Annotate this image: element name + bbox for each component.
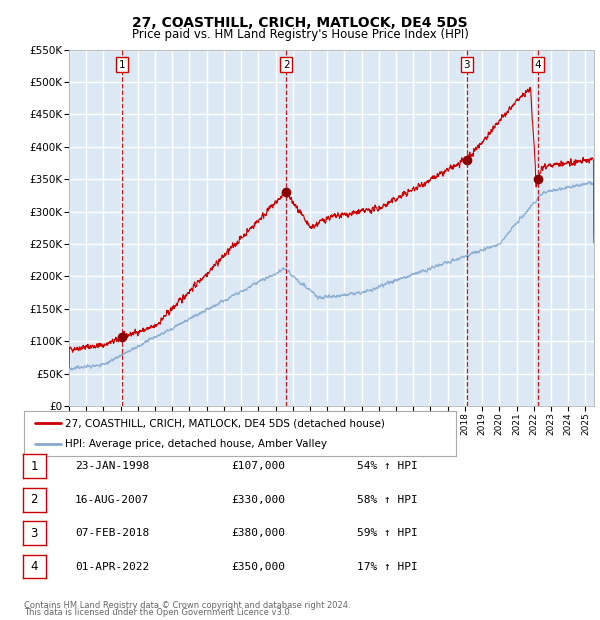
Text: 2: 2 <box>283 60 290 69</box>
Text: 1: 1 <box>31 460 38 472</box>
Text: 1: 1 <box>119 60 125 69</box>
Text: 2: 2 <box>31 494 38 506</box>
Text: £330,000: £330,000 <box>231 495 285 505</box>
Text: 58% ↑ HPI: 58% ↑ HPI <box>357 495 418 505</box>
Text: HPI: Average price, detached house, Amber Valley: HPI: Average price, detached house, Ambe… <box>65 438 327 449</box>
Text: 01-APR-2022: 01-APR-2022 <box>75 562 149 572</box>
Text: £380,000: £380,000 <box>231 528 285 538</box>
Text: 16-AUG-2007: 16-AUG-2007 <box>75 495 149 505</box>
Text: £350,000: £350,000 <box>231 562 285 572</box>
Text: This data is licensed under the Open Government Licence v3.0.: This data is licensed under the Open Gov… <box>24 608 292 617</box>
Text: 23-JAN-1998: 23-JAN-1998 <box>75 461 149 471</box>
Text: 27, COASTHILL, CRICH, MATLOCK, DE4 5DS (detached house): 27, COASTHILL, CRICH, MATLOCK, DE4 5DS (… <box>65 418 385 428</box>
Text: 4: 4 <box>535 60 541 69</box>
Text: 59% ↑ HPI: 59% ↑ HPI <box>357 528 418 538</box>
Text: 4: 4 <box>31 560 38 573</box>
Text: 54% ↑ HPI: 54% ↑ HPI <box>357 461 418 471</box>
Text: Price paid vs. HM Land Registry's House Price Index (HPI): Price paid vs. HM Land Registry's House … <box>131 28 469 40</box>
Text: 3: 3 <box>31 527 38 539</box>
Text: Contains HM Land Registry data © Crown copyright and database right 2024.: Contains HM Land Registry data © Crown c… <box>24 601 350 609</box>
Text: 07-FEB-2018: 07-FEB-2018 <box>75 528 149 538</box>
Text: 3: 3 <box>463 60 470 69</box>
Text: 27, COASTHILL, CRICH, MATLOCK, DE4 5DS: 27, COASTHILL, CRICH, MATLOCK, DE4 5DS <box>132 16 468 30</box>
Text: 17% ↑ HPI: 17% ↑ HPI <box>357 562 418 572</box>
Text: £107,000: £107,000 <box>231 461 285 471</box>
